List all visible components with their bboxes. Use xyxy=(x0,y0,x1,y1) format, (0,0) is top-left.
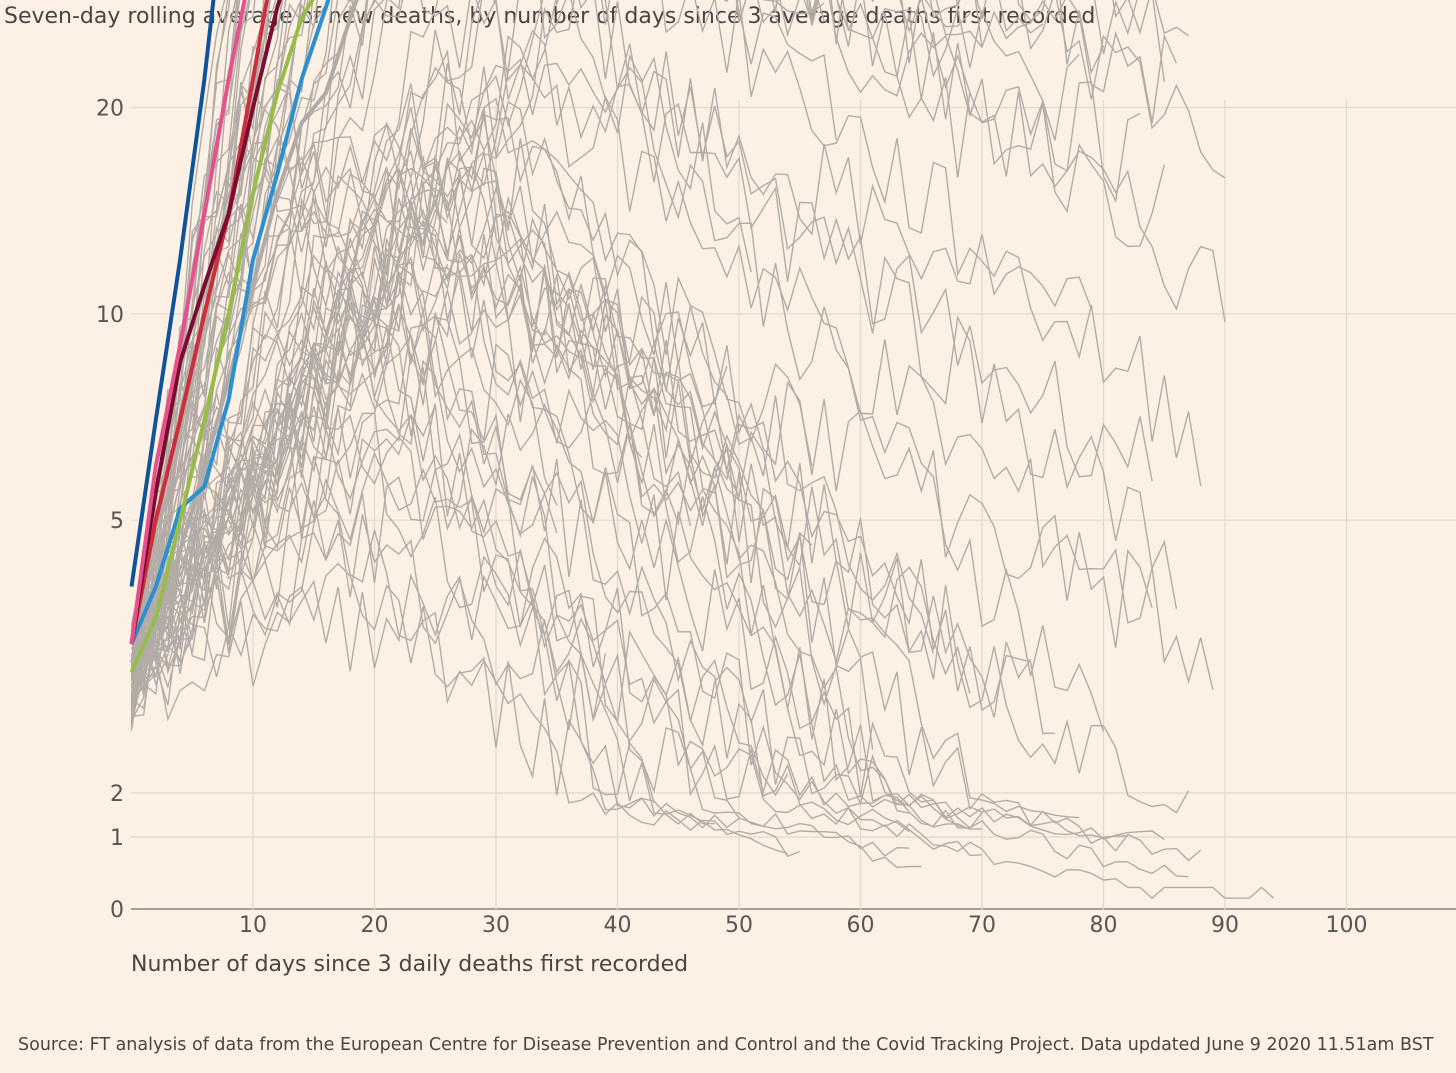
country-line xyxy=(131,403,1202,862)
grid xyxy=(131,100,1456,910)
x-tick-label: 40 xyxy=(604,913,632,938)
series-line-russia xyxy=(129,0,331,645)
source-note: Source: FT analysis of data from the Eur… xyxy=(18,1035,1434,1055)
country-line xyxy=(131,141,436,671)
country-line xyxy=(130,424,801,858)
country-line xyxy=(130,0,1214,725)
country-line xyxy=(131,500,983,829)
country-line xyxy=(130,157,692,706)
country-line xyxy=(130,414,910,857)
background-series xyxy=(130,0,1275,900)
country-line xyxy=(130,0,1178,692)
highlighted-series: PeruRussiaIndiaIranMexicoBrazilUnited St… xyxy=(129,0,359,674)
country-line xyxy=(130,138,874,750)
axis-ticks: 2,0001,000500200100502010521010203040506… xyxy=(96,97,1368,939)
country-line xyxy=(131,150,1080,819)
x-tick-label: 60 xyxy=(847,913,875,938)
x-tick-label: 80 xyxy=(1090,913,1118,938)
y-tick-label: 10 xyxy=(96,303,124,328)
country-line xyxy=(130,167,910,814)
country-line xyxy=(130,253,1190,814)
country-line xyxy=(130,0,284,633)
country-line xyxy=(130,0,825,630)
country-line xyxy=(130,0,1153,666)
country-line xyxy=(131,0,1080,641)
series-line-peru xyxy=(129,0,359,664)
country-line xyxy=(130,406,655,803)
country-line xyxy=(130,316,983,857)
country-line xyxy=(130,0,825,641)
country-line xyxy=(130,0,265,660)
country-line xyxy=(130,0,1141,723)
x-tick-label: 30 xyxy=(482,913,510,938)
y-tick-label: 20 xyxy=(96,97,124,122)
y-tick-label: 0 xyxy=(110,898,124,923)
x-tick-label: 10 xyxy=(239,913,267,938)
country-line xyxy=(130,0,1226,669)
country-line xyxy=(130,136,740,679)
country-line xyxy=(130,0,1165,675)
country-line xyxy=(130,203,558,666)
country-line xyxy=(130,66,728,702)
country-line xyxy=(130,451,1165,841)
series-line-mexico xyxy=(129,0,282,645)
x-axis-label: Number of days since 3 daily deaths firs… xyxy=(131,952,689,977)
country-line xyxy=(131,247,449,663)
country-line xyxy=(130,168,1275,900)
x-tick-label: 100 xyxy=(1326,913,1368,938)
x-tick-label: 90 xyxy=(1211,913,1239,938)
country-line xyxy=(130,66,813,728)
country-line xyxy=(130,0,1165,723)
country-line xyxy=(130,0,306,694)
country-line xyxy=(130,0,1044,636)
series-line-india xyxy=(129,0,315,674)
country-line xyxy=(130,81,607,720)
country-line xyxy=(130,0,401,689)
y-tick-label: 2 xyxy=(110,782,124,807)
country-line xyxy=(130,0,1178,640)
x-tick-label: 50 xyxy=(725,913,753,938)
country-line xyxy=(130,0,971,722)
country-line xyxy=(130,0,983,722)
y-tick-label: 5 xyxy=(110,509,124,534)
country-line xyxy=(130,0,271,625)
country-line xyxy=(130,562,740,829)
country-line xyxy=(130,0,439,666)
country-line xyxy=(130,0,752,625)
country-line xyxy=(130,163,971,831)
country-line xyxy=(131,331,910,833)
country-line xyxy=(130,92,1153,699)
x-tick-label: 20 xyxy=(361,913,389,938)
country-line xyxy=(131,123,643,689)
y-tick-label: 1 xyxy=(110,826,124,851)
country-line xyxy=(130,83,922,869)
country-line xyxy=(130,573,715,825)
country-line xyxy=(130,0,1226,670)
country-line xyxy=(130,303,558,696)
x-tick-label: 70 xyxy=(968,913,996,938)
